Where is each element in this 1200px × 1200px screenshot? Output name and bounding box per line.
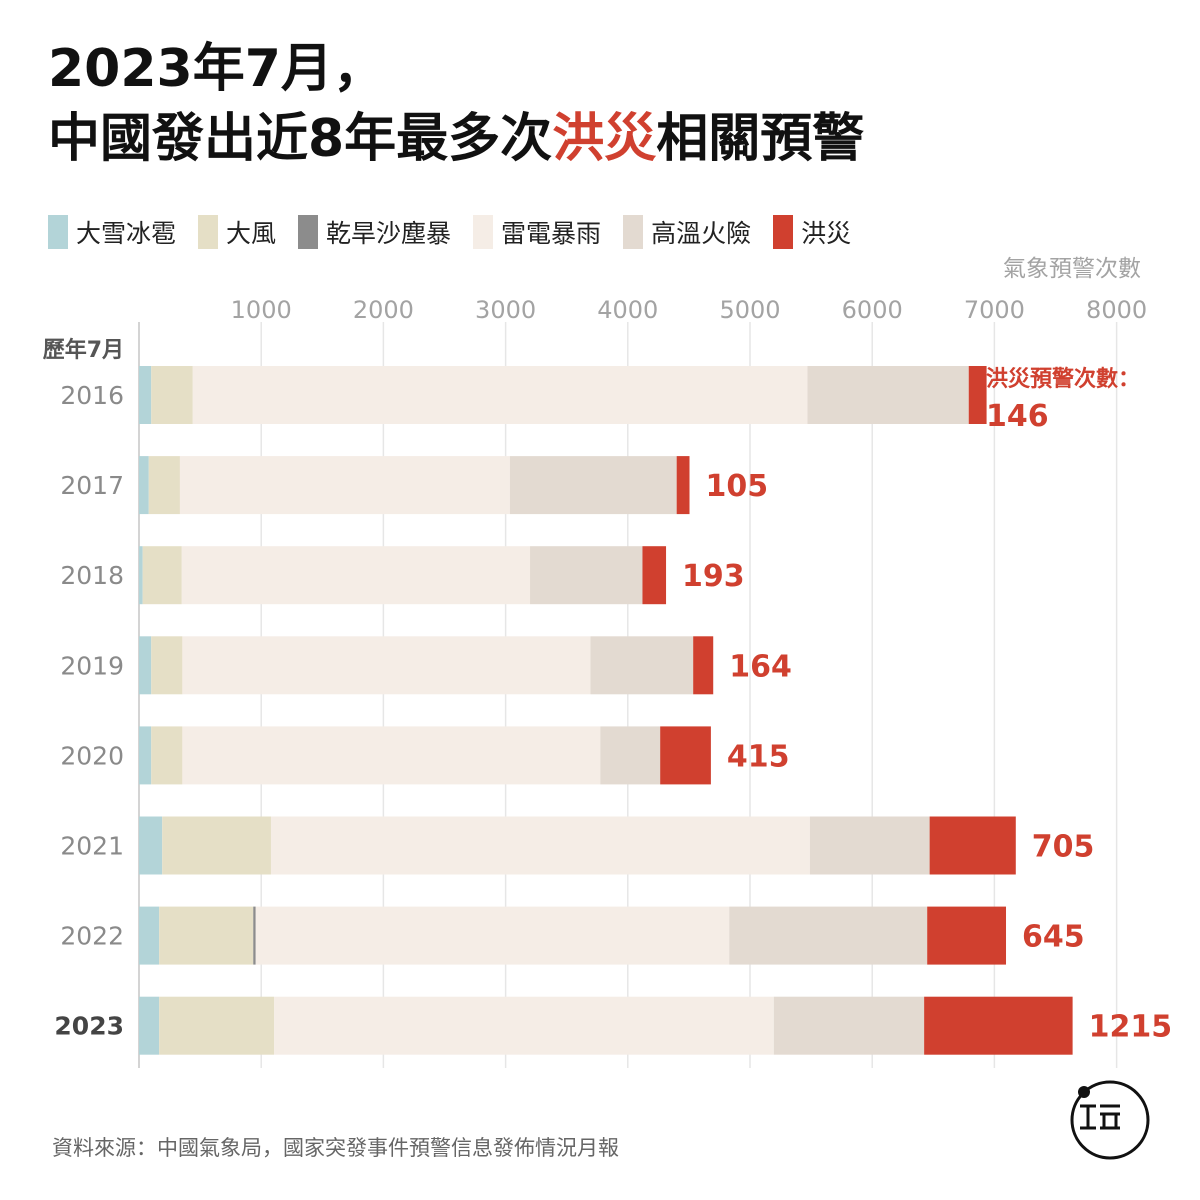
bar-segment	[182, 726, 601, 785]
bar-segment	[142, 546, 182, 605]
flood-annotation-heading: 洪災預警次數：	[986, 366, 1140, 392]
legend-label: 洪災	[801, 219, 852, 248]
bar-segment	[151, 636, 183, 695]
legend-item: 大風	[198, 214, 276, 250]
x-tick-label: 4000	[597, 296, 658, 324]
bar-segment	[924, 996, 1073, 1055]
bar-segment	[139, 726, 152, 785]
flood-value-label: 105	[706, 469, 769, 504]
legend-item: 大雪冰雹	[48, 214, 176, 250]
bar-segment	[151, 366, 193, 424]
bar-segment	[530, 546, 643, 605]
bar-segment	[676, 456, 690, 515]
y-tick-label: 2020	[60, 741, 124, 770]
legend-item: 洪災	[773, 214, 851, 250]
bar-segment	[139, 906, 160, 965]
title-line-2-start: 中國發出近8年最多次	[48, 109, 553, 169]
flood-value-label: 1215	[1089, 1010, 1173, 1045]
bar-segment	[509, 456, 677, 515]
x-axis-title: 氣象預警次數	[1003, 256, 1141, 282]
bar-segment	[139, 816, 163, 875]
bar-segment	[139, 366, 152, 424]
title-line-2-end: 相關預警	[656, 109, 865, 169]
legend-swatch	[773, 215, 794, 249]
x-tick-label: 6000	[842, 296, 903, 324]
y-axis-title: 歷年7月	[43, 337, 124, 363]
flood-value-label: 705	[1032, 830, 1095, 865]
legend-label: 乾旱沙塵暴	[326, 219, 452, 248]
bar-segment	[255, 906, 730, 965]
y-tick-label: 2017	[60, 471, 124, 500]
flood-value-label: 415	[727, 739, 790, 774]
bar-segment	[929, 816, 1016, 875]
bar-segment	[159, 906, 254, 965]
bar-segment	[807, 366, 969, 424]
legend-item: 乾旱沙塵暴	[298, 214, 451, 250]
legend-swatch	[198, 215, 219, 249]
legend-label: 高溫火險	[651, 219, 752, 248]
bar-segment	[139, 546, 143, 605]
chart-title: 2023年7月， 中國發出近8年最多次洪災相關預警	[48, 34, 864, 174]
bar-segment	[139, 636, 152, 695]
legend-swatch	[48, 215, 68, 249]
bar-segment	[181, 546, 531, 605]
flood-value-label: 146	[986, 399, 1049, 434]
legend-label: 大風	[226, 219, 277, 248]
bar-segment	[159, 996, 275, 1055]
y-tick-label: 2019	[60, 651, 124, 680]
bar-segment	[642, 546, 667, 605]
source-note: 資料來源：中國氣象局，國家突發事件預警信息發佈情況月報	[52, 1136, 619, 1160]
bar-segment	[139, 996, 160, 1055]
x-tick-label: 1000	[231, 296, 292, 324]
bar-segment	[660, 726, 711, 785]
legend-label: 雷電暴雨	[501, 219, 602, 248]
bar-segment	[809, 816, 930, 875]
y-tick-label: 2016	[60, 381, 124, 410]
bar-segment	[253, 906, 256, 965]
flood-value-label: 645	[1022, 920, 1085, 955]
bar-segment	[274, 996, 774, 1055]
publisher-logo-icon	[1070, 1080, 1150, 1160]
bar-segment	[927, 906, 1007, 965]
title-line-2-highlight: 洪災	[552, 109, 657, 169]
x-tick-label: 7000	[964, 296, 1025, 324]
legend-swatch	[298, 215, 319, 249]
x-tick-label: 8000	[1086, 296, 1147, 324]
bar-segment	[600, 726, 661, 785]
bar-segment	[192, 366, 808, 424]
bar-segment	[139, 456, 149, 515]
y-tick-label: 2018	[60, 561, 124, 590]
x-tick-label: 2000	[353, 296, 414, 324]
bar-segment	[151, 726, 183, 785]
legend-item: 雷電暴雨	[473, 214, 601, 250]
flood-value-label: 164	[729, 649, 792, 684]
bar-segment	[729, 906, 928, 965]
legend-swatch	[623, 215, 644, 249]
title-line-1: 2023年7月，	[48, 39, 385, 99]
y-tick-label: 2022	[60, 922, 124, 951]
bar-segment	[693, 636, 714, 695]
legend-item: 高溫火險	[623, 214, 751, 250]
legend-label: 大雪冰雹	[76, 219, 177, 248]
x-tick-label: 3000	[475, 296, 536, 324]
bar-segment	[148, 456, 180, 515]
y-tick-label: 2021	[60, 832, 124, 861]
bar-segment	[270, 816, 810, 875]
chart-legend: 大雪冰雹 大風 乾旱沙塵暴 雷電暴雨 高溫火險 洪災	[48, 214, 851, 250]
legend-swatch	[473, 215, 494, 249]
bar-segment	[162, 816, 271, 875]
bar-segment	[590, 636, 694, 695]
x-tick-label: 5000	[719, 296, 780, 324]
bar-segment	[968, 366, 987, 424]
bar-segment	[773, 996, 925, 1055]
flood-value-label: 193	[682, 559, 745, 594]
bar-segment	[182, 636, 591, 695]
bar-segment	[179, 456, 510, 515]
y-tick-label: 2023	[54, 1012, 124, 1041]
